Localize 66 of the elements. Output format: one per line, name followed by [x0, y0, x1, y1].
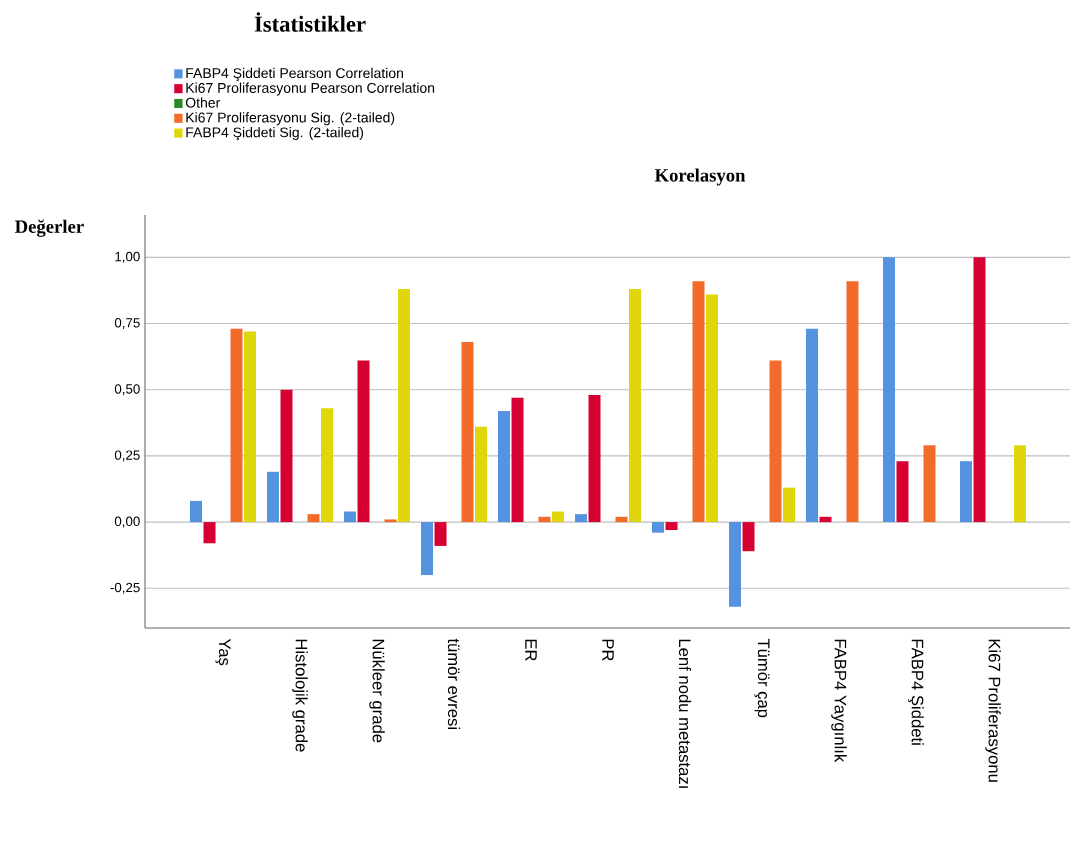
- bar: [344, 511, 356, 523]
- x-tick-label: Nükleer grade: [369, 639, 385, 743]
- bar: [783, 487, 795, 523]
- bar: [511, 397, 524, 523]
- x-tick-label: FABP4 Yaygınlık: [831, 639, 847, 763]
- x-tick-label: tümör evresi: [447, 638, 461, 729]
- y-tick-label: -0,25: [110, 582, 140, 594]
- bar: [575, 514, 587, 523]
- bar: [629, 289, 641, 523]
- bar: [475, 426, 488, 523]
- bar: [923, 445, 936, 523]
- bar: [538, 516, 551, 523]
- x-tick-label: ER: [525, 639, 537, 661]
- bar: [434, 522, 447, 546]
- legend-label: FABP4 Şiddeti Pearson Correlation: [186, 67, 403, 81]
- bar: [267, 471, 279, 523]
- bar: [190, 500, 202, 523]
- bar: [1014, 445, 1026, 523]
- bar: [280, 389, 293, 523]
- x-tick-label: PR: [602, 639, 614, 661]
- bar: [498, 410, 510, 523]
- y-axis-title: Değerler: [15, 219, 84, 237]
- x-tick-label: Tümör çap: [754, 638, 770, 718]
- bar: [960, 461, 972, 523]
- legend-label: FABP4 Şiddeti Sig. (2-tailed): [186, 127, 364, 141]
- y-tick-label: 0,25: [114, 450, 140, 462]
- bar: [846, 281, 859, 523]
- legend-label: Ki67 Proliferasyonu Sig. (2-tailed): [186, 112, 395, 126]
- bar: [421, 522, 433, 576]
- y-tick-label: 0,00: [114, 516, 140, 528]
- bar: [806, 328, 818, 523]
- bar: [615, 516, 628, 523]
- bar: [384, 519, 397, 523]
- bar: [665, 522, 678, 531]
- bar: [819, 516, 832, 523]
- legend-label: Ki67 Proliferasyonu Pearson Correlation: [186, 82, 435, 96]
- bar: [769, 360, 782, 523]
- bar: [398, 289, 411, 523]
- bar: [692, 281, 705, 523]
- y-tick-label: 0,75: [114, 318, 140, 330]
- bar: [973, 257, 986, 523]
- bar: [729, 522, 741, 607]
- bar: [652, 522, 664, 533]
- bar: [244, 331, 257, 523]
- bar: [552, 511, 564, 523]
- chart-subtitle: Korelasyon: [654, 168, 746, 186]
- bar: [357, 360, 370, 523]
- bar: [203, 522, 216, 544]
- bar: [588, 395, 601, 523]
- legend-label: Other: [185, 97, 221, 108]
- x-tick-label: Lenf nodu metastazı: [678, 639, 692, 788]
- x-tick-label: Histolojik grade: [292, 639, 308, 752]
- y-tick-label: 1,00: [115, 251, 140, 263]
- bar: [230, 328, 243, 523]
- y-tick-label: 0,50: [114, 384, 140, 396]
- bar: [896, 461, 909, 523]
- bar: [461, 342, 474, 523]
- bar: [321, 408, 334, 523]
- bar: [307, 514, 320, 523]
- bar: [883, 257, 895, 523]
- bar: [742, 522, 755, 552]
- x-tick-label: Yaş: [215, 638, 231, 666]
- x-tick-label: Ki67 Proliferasyonu: [985, 639, 1001, 782]
- x-tick-label: FABP4 Şiddeti: [908, 639, 924, 745]
- bar: [706, 294, 718, 523]
- chart-title: İstatistikler: [254, 12, 366, 32]
